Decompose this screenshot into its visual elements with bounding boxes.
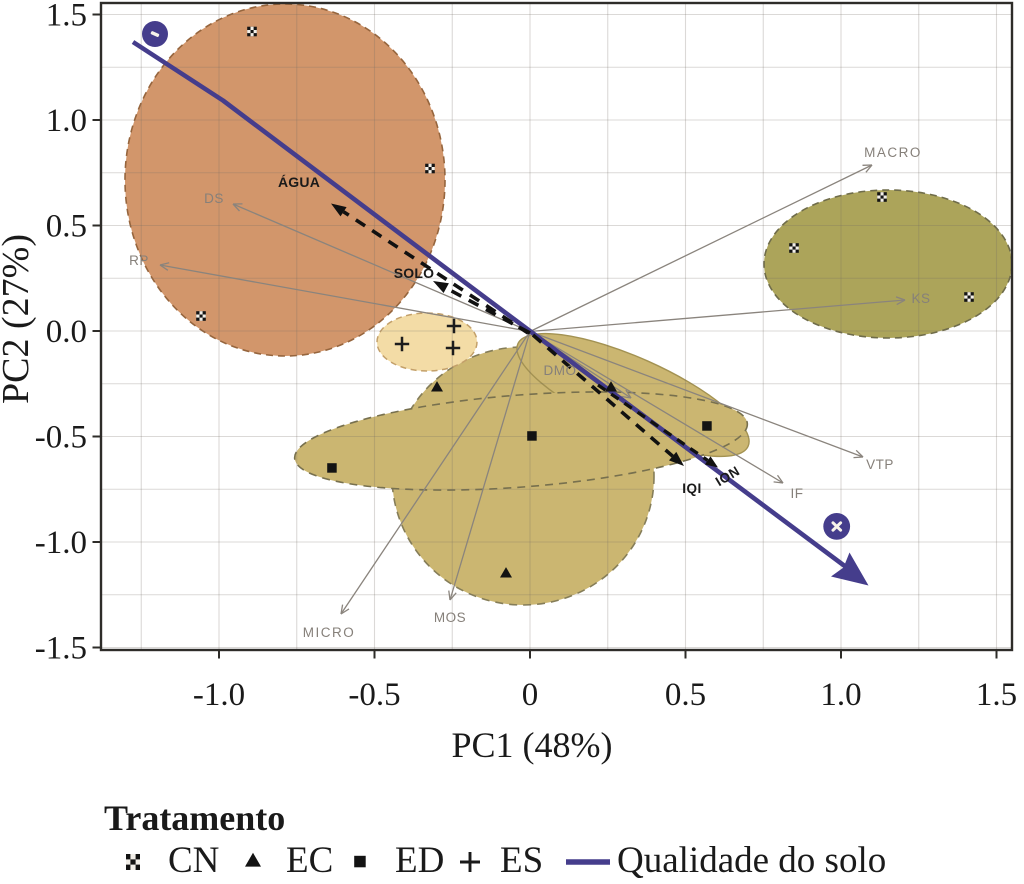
svg-text:MACRO: MACRO <box>864 145 922 160</box>
svg-text:VTP: VTP <box>866 457 894 472</box>
svg-text:DS: DS <box>204 191 224 206</box>
svg-text:IF: IF <box>791 486 804 501</box>
svg-text:-0.5: -0.5 <box>348 677 400 713</box>
svg-text:DMO: DMO <box>544 363 577 378</box>
svg-text:ÁGUA: ÁGUA <box>278 174 320 190</box>
svg-text:EC: EC <box>286 840 333 881</box>
svg-text:RP: RP <box>129 253 149 268</box>
svg-text:1.0: 1.0 <box>820 677 861 713</box>
svg-text:0.0: 0.0 <box>46 314 87 350</box>
svg-text:0.5: 0.5 <box>665 677 706 713</box>
svg-text:MICRO: MICRO <box>303 625 356 640</box>
svg-text:1.5: 1.5 <box>976 677 1017 713</box>
svg-text:1.0: 1.0 <box>46 103 87 139</box>
svg-text:PC1 (48%): PC1 (48%) <box>452 725 613 765</box>
svg-text:ES: ES <box>500 840 543 881</box>
svg-text:ED: ED <box>395 840 444 881</box>
svg-text:-1.0: -1.0 <box>35 525 87 561</box>
svg-text:1.5: 1.5 <box>46 0 87 34</box>
svg-text:-1.0: -1.0 <box>193 677 245 713</box>
svg-text:Tratamento: Tratamento <box>104 798 285 838</box>
svg-text:Qualidade do solo: Qualidade do solo <box>617 840 886 881</box>
svg-text:KS: KS <box>911 291 930 306</box>
svg-text:0.5: 0.5 <box>46 209 87 245</box>
svg-text:MOS: MOS <box>434 610 466 625</box>
svg-text:PC2 (27%): PC2 (27%) <box>0 234 37 404</box>
svg-text:IQI: IQI <box>682 481 702 496</box>
svg-text:-1.5: -1.5 <box>35 631 87 667</box>
svg-text:0: 0 <box>522 677 539 713</box>
svg-text:SOLO: SOLO <box>394 265 434 281</box>
svg-text:CN: CN <box>168 840 219 881</box>
svg-text:-0.5: -0.5 <box>35 420 87 456</box>
